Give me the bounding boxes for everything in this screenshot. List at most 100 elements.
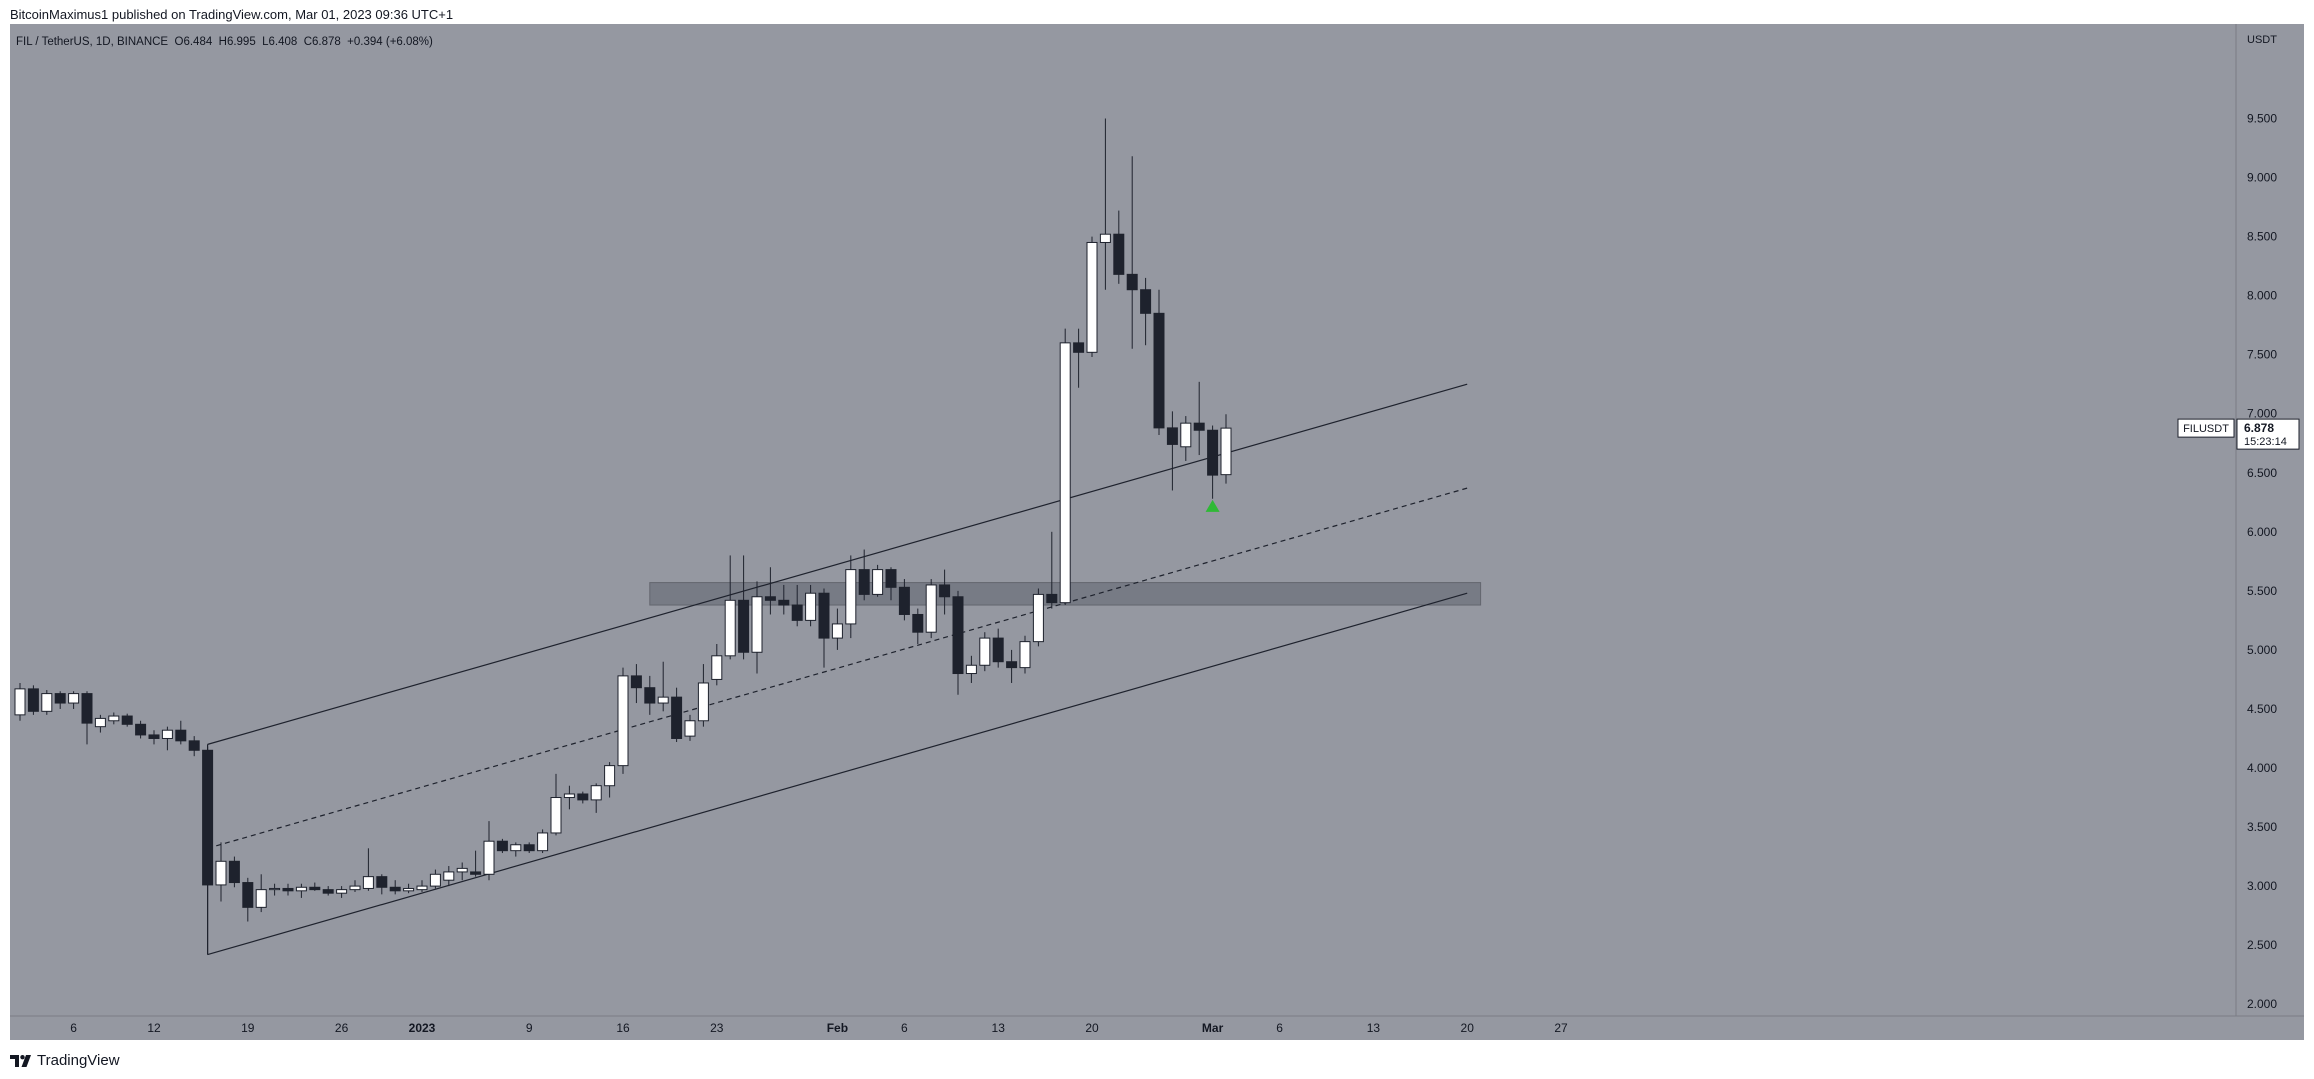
- candle-down[interactable]: [898, 579, 910, 621]
- candle-up[interactable]: [537, 829, 549, 854]
- candle-up[interactable]: [965, 655, 977, 683]
- candle-down[interactable]: [778, 584, 790, 615]
- candle-down[interactable]: [818, 588, 830, 668]
- candle-down[interactable]: [470, 850, 482, 877]
- candle-down[interactable]: [952, 590, 964, 695]
- candle-up[interactable]: [215, 842, 227, 902]
- channel-line[interactable]: [207, 592, 1468, 956]
- candle-up[interactable]: [805, 584, 817, 627]
- candle-up[interactable]: [108, 712, 120, 725]
- candle-up[interactable]: [979, 632, 991, 672]
- candle-up[interactable]: [724, 555, 736, 660]
- price-axis-tick: 2.000: [2247, 997, 2277, 1011]
- candle-down[interactable]: [1006, 649, 1018, 683]
- candle-down[interactable]: [496, 838, 508, 854]
- candle-down[interactable]: [1046, 531, 1058, 609]
- candle-down[interactable]: [202, 746, 214, 955]
- candle-down[interactable]: [322, 886, 334, 896]
- candle-up[interactable]: [831, 608, 843, 650]
- candle-down[interactable]: [1153, 289, 1165, 435]
- candle-up[interactable]: [269, 883, 281, 896]
- candle-up[interactable]: [416, 880, 428, 892]
- candle-up[interactable]: [456, 862, 468, 881]
- candle-up[interactable]: [872, 564, 884, 597]
- candle-up[interactable]: [550, 773, 562, 836]
- candle-down[interactable]: [27, 685, 39, 715]
- candle-up[interactable]: [41, 690, 53, 715]
- candle-down[interactable]: [738, 555, 750, 660]
- candle-up[interactable]: [845, 555, 857, 639]
- candle-down[interactable]: [309, 882, 321, 891]
- candle-up[interactable]: [684, 714, 696, 741]
- candle-up[interactable]: [349, 880, 361, 892]
- candle-down[interactable]: [912, 608, 924, 644]
- candle-up[interactable]: [295, 883, 307, 898]
- candle-up[interactable]: [1220, 414, 1232, 484]
- candle-up[interactable]: [617, 667, 629, 774]
- candle-up[interactable]: [1099, 118, 1111, 290]
- channel-line[interactable]: [207, 383, 1468, 745]
- candle-down[interactable]: [228, 856, 240, 888]
- candle-down[interactable]: [188, 736, 200, 757]
- candle-down[interactable]: [1207, 425, 1219, 499]
- tradingview-logo[interactable]: TradingView: [10, 1052, 120, 1069]
- candle-down[interactable]: [242, 877, 254, 922]
- price-chart[interactable]: USDT 2.000 2.500 3.000 3.500 4.000 4.500 5.000 5…: [0, 0, 2314, 1045]
- candle-up[interactable]: [483, 821, 495, 881]
- candle-down[interactable]: [992, 628, 1004, 668]
- candle-up[interactable]: [1032, 588, 1044, 647]
- candle-down[interactable]: [175, 720, 187, 745]
- candle-up[interactable]: [697, 664, 709, 727]
- candle-down[interactable]: [1113, 210, 1125, 284]
- candle-down[interactable]: [791, 584, 803, 627]
- candle-down[interactable]: [885, 567, 897, 601]
- time-axis-tick: 12: [147, 1021, 161, 1035]
- candle-body: [711, 655, 723, 680]
- candle-up[interactable]: [510, 842, 522, 857]
- candle-up[interactable]: [336, 886, 348, 898]
- candle-up[interactable]: [362, 848, 374, 891]
- candle-up[interactable]: [590, 783, 602, 813]
- candle-up[interactable]: [751, 581, 763, 674]
- candle-up[interactable]: [68, 691, 80, 709]
- candle-down[interactable]: [376, 874, 388, 895]
- candle-down[interactable]: [81, 691, 93, 745]
- candle-down[interactable]: [858, 549, 870, 601]
- candle-down[interactable]: [1140, 277, 1152, 346]
- candle-up[interactable]: [1180, 416, 1192, 461]
- candle-up[interactable]: [711, 644, 723, 686]
- candle-up[interactable]: [14, 682, 26, 721]
- candle-up[interactable]: [563, 785, 575, 810]
- candle-up[interactable]: [604, 762, 616, 798]
- candle-down[interactable]: [764, 567, 776, 615]
- candle-up[interactable]: [255, 874, 267, 913]
- candle-down[interactable]: [1193, 381, 1205, 456]
- candle-down[interactable]: [282, 883, 294, 896]
- candle-up[interactable]: [1019, 635, 1031, 674]
- channel-midline[interactable]: [207, 487, 1468, 849]
- candle-up[interactable]: [925, 579, 937, 639]
- candle-down[interactable]: [54, 691, 66, 709]
- candle-down[interactable]: [577, 791, 589, 804]
- candle-down[interactable]: [671, 687, 683, 743]
- candle-down[interactable]: [523, 842, 535, 854]
- candle-down[interactable]: [630, 664, 642, 704]
- candle-up[interactable]: [94, 714, 106, 733]
- candle-down[interactable]: [1166, 411, 1178, 491]
- candle-down[interactable]: [1126, 156, 1138, 349]
- candle-up[interactable]: [443, 866, 455, 887]
- candle-up[interactable]: [657, 661, 669, 712]
- candle-up[interactable]: [1086, 236, 1098, 358]
- candle-down[interactable]: [135, 720, 147, 739]
- candle-down[interactable]: [1073, 328, 1085, 388]
- candle-down[interactable]: [148, 730, 160, 745]
- candle-down[interactable]: [121, 713, 133, 727]
- candle-down[interactable]: [644, 675, 656, 715]
- candle-up[interactable]: [1059, 328, 1071, 606]
- candle-up[interactable]: [403, 883, 415, 894]
- candle-down[interactable]: [939, 569, 951, 615]
- candle-up[interactable]: [161, 726, 173, 751]
- candle-up[interactable]: [429, 869, 441, 889]
- candle-down[interactable]: [389, 880, 401, 895]
